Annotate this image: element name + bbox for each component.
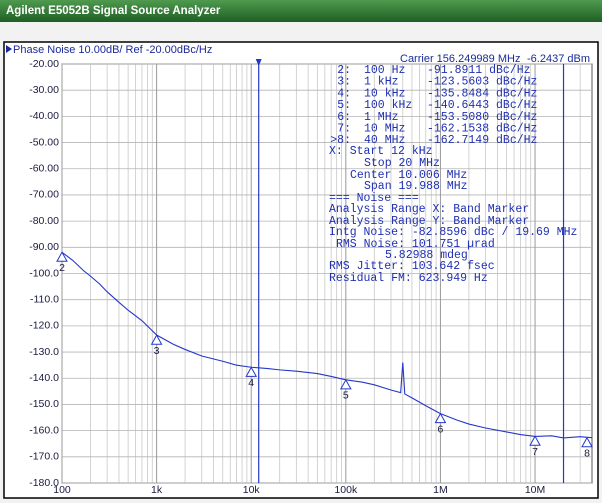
marker-id: >8:: [330, 134, 351, 147]
info-line: Residual FM: 623.949 Hz: [329, 272, 488, 285]
y-tick-label: -50.00: [29, 136, 59, 148]
marker-id: 7:: [337, 123, 351, 136]
y-tick-label: -20.00: [29, 58, 59, 70]
y-tick-label: -160.0: [29, 424, 59, 436]
marker-level: -153.5080 dBc/Hz: [427, 111, 537, 124]
marker-triangle: [339, 378, 352, 390]
y-tick-label: -70.00: [29, 189, 59, 201]
window-title: Agilent E5052B Signal Source Analyzer: [6, 5, 221, 17]
y-tick-label: -180.0: [29, 477, 59, 489]
marker-triangle: [245, 366, 258, 377]
marker-frequency: 100 Hz: [364, 64, 405, 77]
marker-frequency: 100 kHz: [364, 99, 412, 112]
carrier-frequency: Carrier 156.249989 MHz: [400, 53, 520, 65]
y-tick-label: -60.00: [29, 163, 59, 175]
info-line: RMS Jitter: 103.642 fsec: [329, 260, 495, 273]
marker-level: -135.8484 dBc/Hz: [427, 87, 537, 100]
marker-frequency: 40 MHz: [364, 134, 405, 147]
info-line: Center 10.006 MHz: [350, 169, 467, 182]
x-tick-label: 1k: [151, 484, 163, 496]
marker-frequency: 10 MHz: [364, 123, 405, 136]
info-line: 5.82988 mdeg: [385, 249, 468, 262]
y-tick-label: -40.00: [29, 110, 59, 122]
info-line: Intg Noise: -82.8596 dBc / 19.69 MHz: [329, 226, 577, 239]
marker-tag: 7: [532, 446, 538, 458]
x-tick-label: 1M: [433, 484, 448, 496]
y-tick-label: -110.0: [30, 293, 59, 305]
y-tick-label: -140.0: [29, 372, 59, 384]
marker-tag: 8: [584, 448, 590, 460]
info-line: X: Start 12 kHz: [329, 145, 433, 158]
marker-tag: 2: [59, 262, 65, 274]
marker-frequency: 10 kHz: [364, 87, 405, 100]
marker-tag: 4: [248, 377, 254, 389]
y-tick-label: -170.0: [29, 451, 59, 463]
marker-tag: 6: [438, 423, 444, 435]
info-line: Span 19.988 MHz: [364, 180, 468, 193]
info-line: === Noise ===: [329, 192, 419, 205]
chart-title: Phase Noise 10.00dB/ Ref -20.00dBc/Hz: [13, 44, 212, 56]
marker-triangle: [529, 435, 541, 446]
marker-id: 6:: [337, 111, 351, 124]
carrier-power: -6.2437 dBm: [527, 53, 590, 65]
info-line: RMS Noise: 101.751 µrad: [336, 238, 495, 251]
trace: [61, 251, 593, 439]
marker-level: -123.5603 dBc/Hz: [427, 76, 537, 89]
marker-level: -91.8911 dBc/Hz: [427, 64, 531, 77]
marker-panel: X: Start 12 kHz Stop 20 MHz Center 10.00…: [329, 64, 577, 285]
y-tick-label: -90.00: [29, 241, 59, 253]
marker-triangle: [150, 334, 163, 345]
marker-triangle: [434, 412, 447, 424]
y-tick-label: -150.0: [29, 398, 59, 410]
marker-triangle: [56, 251, 68, 262]
header-icon: [6, 45, 12, 53]
title-bar: [0, 0, 602, 22]
y-tick-label: -130.0: [29, 346, 59, 358]
marker-id: 4:: [337, 87, 351, 100]
info-line: Analysis Range X: Band Marker: [329, 203, 529, 216]
marker-tag: 5: [343, 390, 349, 402]
marker-frequency: 1 MHz: [364, 111, 399, 124]
y-tick-label: -100.0: [29, 267, 59, 279]
marker-level: -162.1538 dBc/Hz: [427, 123, 537, 136]
marker-id: 3:: [337, 76, 351, 89]
marker-tag: 3: [154, 345, 160, 357]
marker-level: -140.6443 dBc/Hz: [427, 99, 537, 112]
x-tick-label: 100k: [334, 484, 358, 496]
marker-triangle: [581, 436, 593, 448]
info-line: Analysis Range Y: Band Marker: [329, 215, 529, 228]
y-tick-label: -120.0: [29, 320, 59, 332]
x-tick-label: 100: [53, 484, 71, 496]
marker-id: 2:: [337, 64, 351, 77]
x-tick-label: 10k: [243, 484, 261, 496]
marker-id: 5:: [337, 99, 351, 112]
band-marker-arrow: [255, 59, 262, 66]
marker-level: -162.7149 dBc/Hz: [427, 134, 537, 147]
plot: -20.00 -30.00 -40.00 -50.00 -60.00 -70.00 -80.…: [29, 58, 593, 496]
info-line: Stop 20 MHz: [364, 157, 440, 170]
y-tick-label: -80.00: [29, 215, 59, 227]
marker-frequency: 1 kHz: [364, 76, 399, 89]
x-tick-label: 10M: [525, 484, 545, 496]
y-tick-label: -30.00: [29, 84, 59, 96]
